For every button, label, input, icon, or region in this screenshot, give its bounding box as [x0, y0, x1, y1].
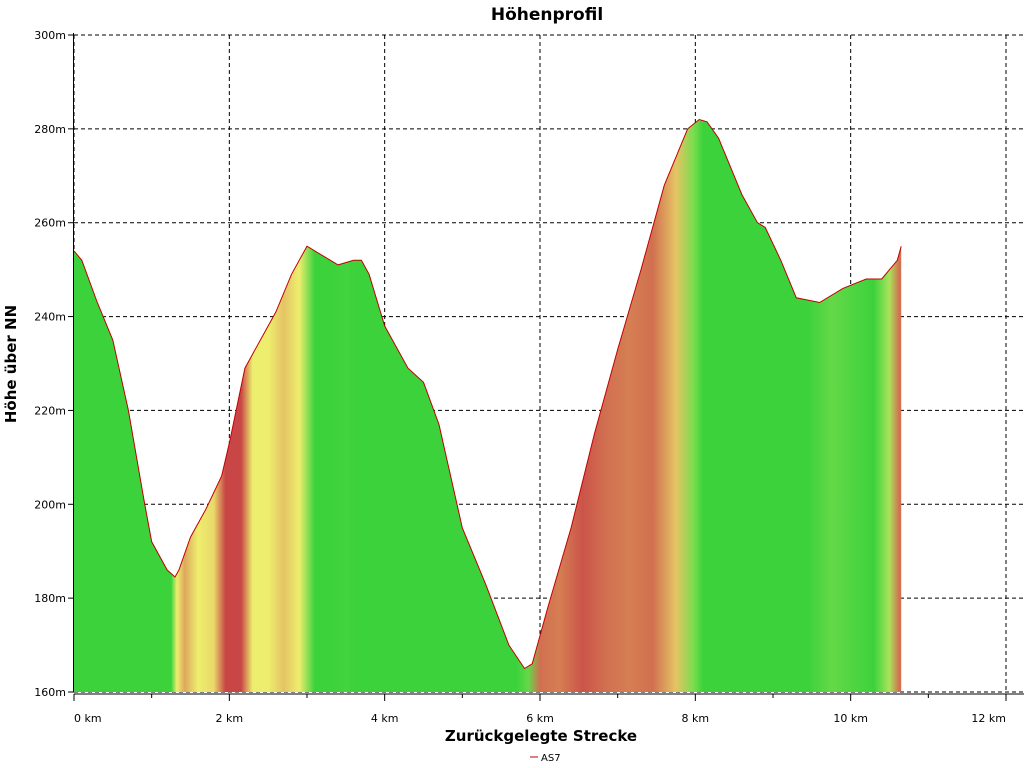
x-tick-label: 8 km: [682, 712, 710, 725]
elevation-area: [74, 119, 902, 692]
y-tick-label: 300m: [34, 29, 66, 42]
x-tick-label: 2 km: [216, 712, 244, 725]
x-tick-label: 0 km: [74, 712, 102, 725]
y-tick-label: 180m: [34, 592, 66, 605]
y-axis-ticks: 160m 180m 200m 220m 240m 260m 280m 300m: [34, 29, 74, 699]
x-tick-label: 6 km: [526, 712, 554, 725]
y-tick-label: 200m: [34, 498, 66, 511]
legend-label: AS7: [541, 753, 561, 764]
y-tick-label: 260m: [34, 217, 66, 230]
x-axis-ticks: 0 km 2 km 4 km 6 km 8 km 10 km 12 km: [73, 694, 1007, 725]
x-tick-label: 10 km: [833, 712, 868, 725]
legend: AS7: [530, 753, 561, 764]
x-tick-label: 4 km: [371, 712, 399, 725]
x-tick-label: 12 km: [971, 712, 1006, 725]
elevation-line: [73, 118, 902, 670]
axes: [73, 33, 1024, 695]
y-tick-label: 280m: [34, 123, 66, 136]
y-tick-label: 220m: [34, 404, 66, 417]
y-tick-label: 240m: [34, 311, 66, 324]
x-axis-title: Zurückgelegte Strecke: [445, 727, 637, 745]
y-axis-title: Höhe über NN: [2, 305, 20, 423]
chart-title: Höhenprofil: [491, 5, 603, 25]
y-tick-label: 160m: [34, 686, 66, 699]
